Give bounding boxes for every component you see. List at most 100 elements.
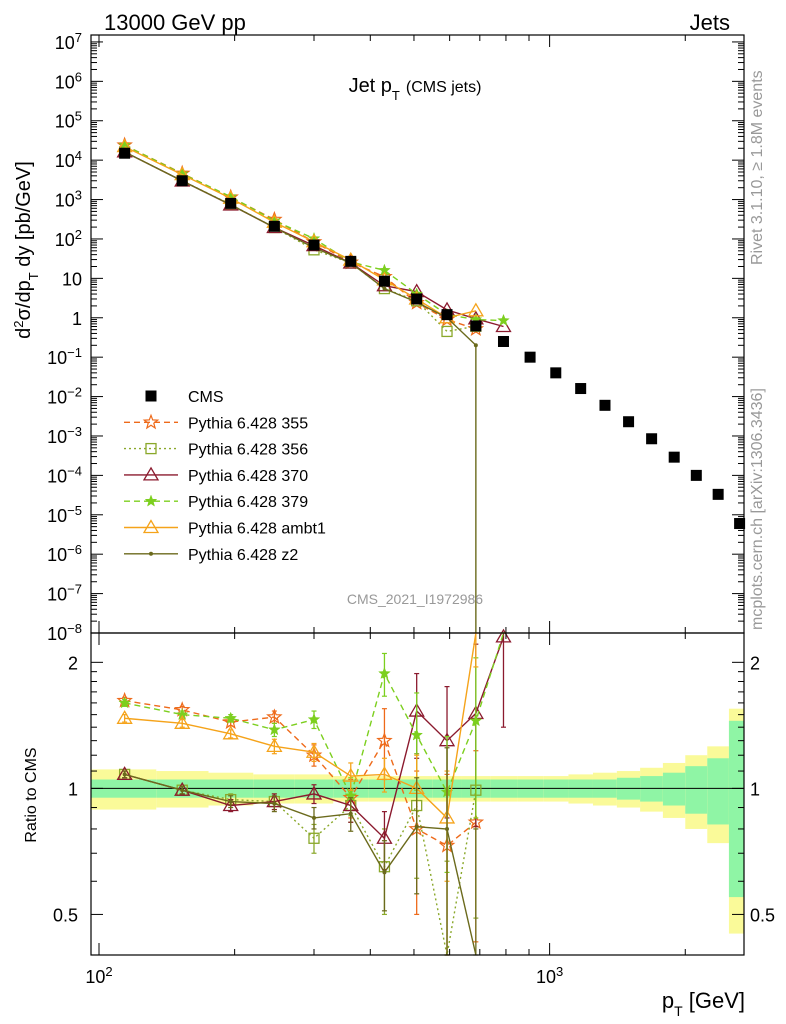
y-tick-label: 107 xyxy=(55,29,82,53)
ratio-y-tick-label-right: 0.5 xyxy=(750,905,775,925)
header-right: Jets xyxy=(690,10,730,35)
y-tick-label: 10−6 xyxy=(47,542,82,566)
ratio-point-z2 xyxy=(180,788,185,793)
data-point-CMS xyxy=(690,469,702,481)
ratio-point-p370 xyxy=(305,785,323,800)
main-ylabel: d2σ/dpT dy [pb/GeV] xyxy=(11,161,41,339)
band-inner-bin xyxy=(728,720,744,898)
y-tick-label: 10−7 xyxy=(47,581,82,605)
y-tick-label: 10−5 xyxy=(47,502,82,526)
ratio-point-p370 xyxy=(495,628,512,643)
y-tick-label: 10 xyxy=(62,269,82,289)
data-point-CMS xyxy=(268,220,280,232)
legend-marker-z2 xyxy=(149,551,153,556)
data-point-CMS xyxy=(550,367,562,379)
data-point-CMS xyxy=(668,451,680,463)
ratio-ticks-layer: 102 103 2 2 1 1 0.5 0.5 xyxy=(53,633,775,987)
data-point-CMS xyxy=(119,147,131,159)
series-CMS xyxy=(119,147,746,530)
ratio-point-ambt1 xyxy=(174,715,191,729)
legend-label-p356: Pythia 6.428 356 xyxy=(188,442,308,459)
data-point-CMS xyxy=(497,335,509,347)
legend-label-ambt1: Pythia 6.428 ambt1 xyxy=(188,521,326,538)
data-point-CMS xyxy=(225,197,237,209)
plot-title-main: Jet p xyxy=(349,75,392,97)
ratio-y-tick-label-right: 2 xyxy=(750,653,760,673)
main-panel: 10710610510410310210110−110−210−310−410−… xyxy=(11,29,746,644)
plot-title: Jet pT (CMS jets) xyxy=(349,75,482,103)
y-tick-label: 1 xyxy=(72,309,82,329)
plot-title-sub: T xyxy=(392,88,400,103)
ratio-frame xyxy=(90,632,745,956)
legend-marker-p379 xyxy=(144,494,158,507)
ratio-point-p379 xyxy=(268,723,281,736)
data-point-CMS xyxy=(524,351,536,363)
band-inner-bin xyxy=(685,766,708,814)
data-point-CMS xyxy=(176,175,188,187)
ratio-y-tick-label: 1 xyxy=(68,779,78,799)
data-point-CMS xyxy=(646,433,658,445)
main-frame xyxy=(90,34,745,634)
rivet-label: Rivet 3.1.10, ≥ 1.8M events xyxy=(749,70,766,265)
ratio-point-z2 xyxy=(445,826,450,831)
legend-marker-CMS xyxy=(145,390,157,402)
mcplots-label: mcplots.cern.ch [arXiv:1306.3436] xyxy=(749,388,766,630)
header-left: 13000 GeV pp xyxy=(104,10,246,35)
ratio-point-z2 xyxy=(272,801,277,806)
ratio-series-z2 xyxy=(122,747,479,956)
ratio-point-p379 xyxy=(307,712,321,725)
y-tick-label: 10−4 xyxy=(47,463,82,487)
y-tick-label: 103 xyxy=(55,187,82,211)
y-tick-label: 10−2 xyxy=(47,384,82,408)
series-line-z2 xyxy=(124,151,477,346)
data-point-CMS xyxy=(308,239,320,251)
ratio-point-z2 xyxy=(122,772,127,777)
y-tick-label: 10−3 xyxy=(47,423,82,447)
ratio-series-ambt1 xyxy=(116,632,479,882)
analysis-tag: CMS_2021_I1972986 xyxy=(347,591,483,607)
main-series-layer xyxy=(116,136,746,633)
ratio-panel: 102 103 2 2 1 1 0.5 0.5 Ratio to CMS pT [GeV] xyxy=(23,628,775,1019)
ratio-y-tick-label-right: 1 xyxy=(750,779,760,799)
data-point-z2 xyxy=(382,286,387,291)
ratio-point-p379 xyxy=(410,728,424,741)
ratio-xlabel: pT [GeV] xyxy=(662,988,745,1019)
ratio-y-tick-label: 2 xyxy=(68,653,78,673)
ratio-point-p370 xyxy=(222,797,239,812)
data-point-CMS xyxy=(623,416,635,428)
series-line-ambt1 xyxy=(124,146,477,319)
legend-label-p355: Pythia 6.428 355 xyxy=(188,415,308,432)
data-point-p379 xyxy=(497,313,510,326)
y-tick-label: 102 xyxy=(55,226,82,250)
data-point-CMS xyxy=(345,255,357,267)
y-tick-label: 105 xyxy=(55,108,82,132)
data-point-CMS xyxy=(575,383,587,395)
ratio-point-ambt1 xyxy=(116,710,133,724)
data-point-CMS xyxy=(470,320,482,332)
ratio-point-p370 xyxy=(116,766,133,781)
band-inner-bin xyxy=(707,758,729,825)
ratio-line-p379 xyxy=(124,632,505,798)
ratio-point-p379 xyxy=(224,711,238,724)
data-point-ambt1 xyxy=(467,302,484,317)
series-ambt1 xyxy=(116,138,484,324)
x-tick-label: 103 xyxy=(536,964,563,988)
ratio-band-layer xyxy=(91,708,744,934)
y-tick-label: 10−1 xyxy=(47,345,82,369)
data-point-CMS xyxy=(441,309,453,321)
data-point-CMS xyxy=(712,488,724,500)
x-tick-label: 102 xyxy=(85,964,112,988)
y-tick-label: 104 xyxy=(55,148,82,172)
ratio-line-z2 xyxy=(124,773,477,956)
ratio-series-p356 xyxy=(118,715,482,956)
y-tick-label: 106 xyxy=(55,69,82,93)
ratio-point-p356 xyxy=(308,832,320,844)
data-point-CMS xyxy=(378,275,390,287)
ratio-point-p355 xyxy=(376,732,393,748)
ratio-point-p379 xyxy=(469,714,483,727)
data-point-CMS xyxy=(411,293,423,305)
band-inner-bin xyxy=(662,772,686,806)
data-point-p356 xyxy=(441,325,453,338)
ratio-y-tick-label: 0.5 xyxy=(53,905,78,925)
ratio-point-ambt1 xyxy=(376,766,393,781)
